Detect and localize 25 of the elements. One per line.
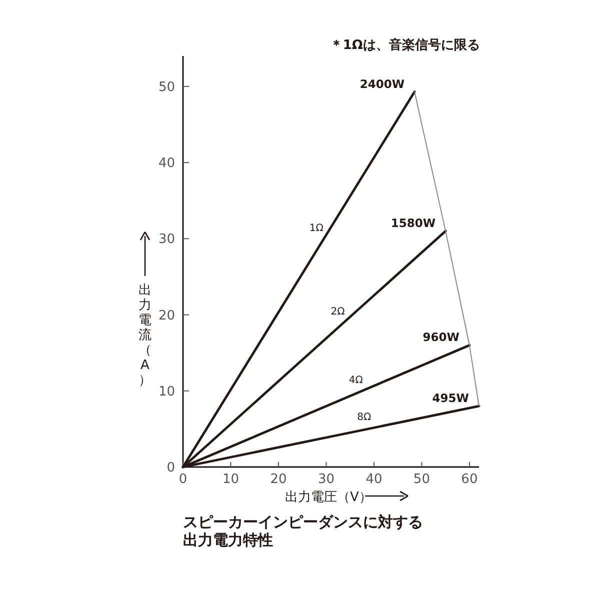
x-tick-label: 20 <box>270 472 287 487</box>
x-tick-label: 10 <box>222 472 240 487</box>
series-label: 4Ω <box>348 375 364 386</box>
y-tick-label: 40 <box>158 156 175 172</box>
annotation: 960W <box>422 330 460 344</box>
x-tick-label: 60 <box>461 472 478 487</box>
y-tick-label: 0 <box>166 460 175 476</box>
series-label: 1Ω <box>309 222 324 234</box>
text: スピーカーインピーダンスに対する出力電力特性 <box>183 513 423 549</box>
y-tick-label: 20 <box>158 308 175 324</box>
x-axis-title: 出力電圧（V） <box>285 490 372 505</box>
y-tick-label: 50 <box>158 80 175 95</box>
y-axis-title: 出力電流（A） <box>138 283 152 388</box>
series-label: 2Ω <box>330 306 346 318</box>
annotation: 2400W <box>360 76 405 91</box>
y-tick-label: 10 <box>158 384 175 400</box>
series-label: 8Ω <box>357 412 372 424</box>
x-tick-label: 30 <box>318 472 334 487</box>
x-tick-label: 50 <box>413 472 430 487</box>
annotation: 1580W <box>390 216 436 230</box>
annotation: 495W <box>432 391 470 406</box>
x-tick-label: 0 <box>178 472 188 487</box>
text: ＊1Ωは、音楽信号に限る <box>330 37 480 53</box>
y-tick-label: 30 <box>158 232 175 248</box>
x-tick-label: 40 <box>366 472 382 487</box>
